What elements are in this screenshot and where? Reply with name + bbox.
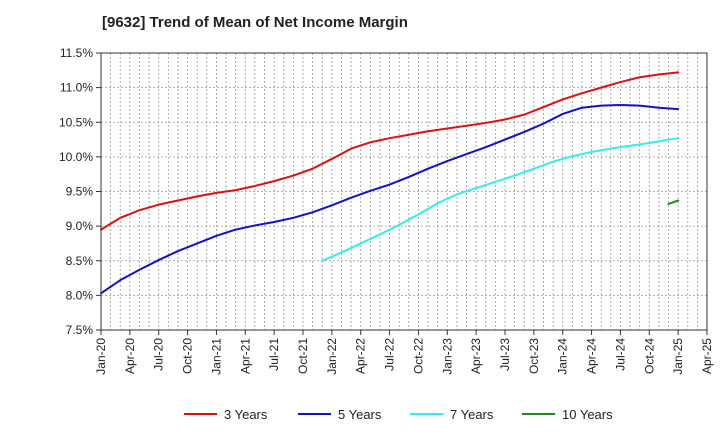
x-tick-label: Jul-20: [152, 338, 166, 371]
x-tick-label: Oct-20: [181, 338, 195, 374]
x-tick-label: Jan-24: [556, 338, 570, 375]
y-tick-label: 10.0%: [59, 150, 93, 164]
x-tick-label: Jan-20: [94, 338, 108, 375]
y-tick-label: 11.5%: [60, 46, 93, 60]
x-tick-label: Jan-21: [209, 338, 223, 375]
series-line-7-years: [321, 137, 680, 262]
x-tick-label: Jan-22: [325, 338, 339, 375]
y-tick-label: 10.5%: [59, 115, 93, 129]
y-tick-label: 7.5%: [66, 323, 94, 337]
x-tick-label: Oct-22: [411, 338, 425, 374]
x-tick-label: Jul-21: [267, 338, 281, 371]
x-tick-label: Jul-23: [498, 338, 512, 371]
x-tick-label: Apr-20: [123, 338, 137, 374]
x-tick-label: Oct-24: [642, 338, 656, 374]
x-tick-label: Apr-21: [238, 338, 252, 374]
x-tick-label: Apr-24: [585, 338, 599, 374]
x-tick-label: Oct-23: [527, 338, 541, 374]
x-tick-label: Jan-23: [440, 338, 454, 375]
y-tick-label: 11.0%: [60, 81, 93, 95]
x-tick-label: Apr-22: [354, 338, 368, 374]
series-line-5-years: [100, 103, 680, 295]
y-tick-label: 9.0%: [66, 219, 94, 233]
grid-layer: [101, 53, 707, 330]
series-layer: [100, 71, 680, 295]
y-tick-label: 9.5%: [66, 185, 94, 199]
y-tick-label: 8.5%: [66, 254, 94, 268]
legend-label: 10 Years: [562, 407, 613, 422]
series-line-10-years: [667, 199, 680, 205]
axes-layer: 7.5% 8.0% 8.5% 9.0% 9.5% 10.0% 10.5% 11.0% 11.5%…: [59, 46, 714, 375]
chart-title: [9632] Trend of Mean of Net Income Margi…: [102, 14, 408, 31]
x-tick-label: Jul-24: [613, 338, 627, 371]
x-tick-label: Oct-21: [296, 338, 310, 374]
legend-label: 5 Years: [338, 407, 382, 422]
series-line-3-years: [100, 71, 680, 231]
legend-label: 7 Years: [450, 407, 494, 422]
x-tick-label: Jul-22: [383, 338, 397, 371]
x-tick-label: Jan-25: [671, 338, 685, 375]
plot-frame: [100, 52, 708, 331]
legend-label: 3 Years: [224, 407, 268, 422]
legend: 3 Years 5 Years 7 Years 10 Years: [184, 407, 613, 422]
x-tick-label: Apr-25: [700, 338, 714, 374]
y-tick-label: 8.0%: [66, 288, 94, 302]
x-tick-label: Apr-23: [469, 338, 483, 374]
